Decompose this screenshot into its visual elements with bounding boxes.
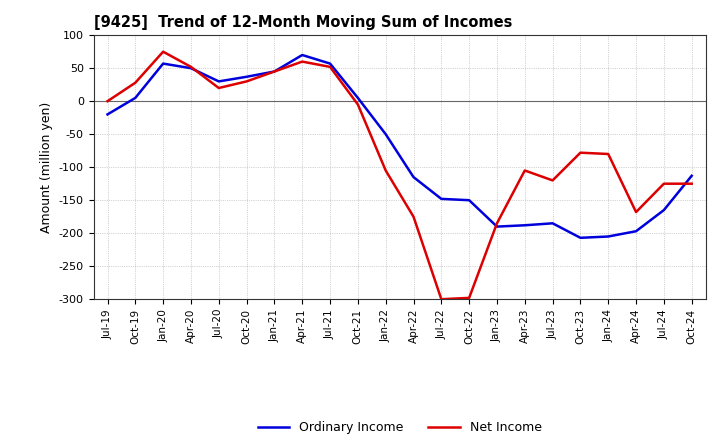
Net Income	[270, 69, 279, 74]
Legend: Ordinary Income, Net Income: Ordinary Income, Net Income	[253, 416, 546, 439]
Net Income	[242, 79, 251, 84]
Ordinary Income	[688, 173, 696, 179]
Net Income	[688, 181, 696, 186]
Net Income	[215, 85, 223, 91]
Net Income	[103, 99, 112, 104]
Ordinary Income	[660, 207, 668, 213]
Ordinary Income	[159, 61, 168, 66]
Net Income	[492, 221, 501, 226]
Net Income	[521, 168, 529, 173]
Net Income	[604, 151, 613, 157]
Ordinary Income	[492, 224, 501, 229]
Net Income	[631, 209, 640, 215]
Net Income	[186, 64, 195, 70]
Net Income	[465, 295, 474, 301]
Net Income	[382, 168, 390, 173]
Ordinary Income	[382, 132, 390, 137]
Ordinary Income	[325, 61, 334, 66]
Y-axis label: Amount (million yen): Amount (million yen)	[40, 102, 53, 233]
Net Income	[159, 49, 168, 54]
Line: Ordinary Income: Ordinary Income	[107, 55, 692, 238]
Ordinary Income	[215, 79, 223, 84]
Net Income	[325, 64, 334, 70]
Ordinary Income	[103, 112, 112, 117]
Net Income	[131, 80, 140, 85]
Ordinary Income	[270, 69, 279, 74]
Ordinary Income	[521, 223, 529, 228]
Net Income	[409, 214, 418, 220]
Ordinary Income	[242, 74, 251, 79]
Ordinary Income	[576, 235, 585, 240]
Net Income	[576, 150, 585, 155]
Ordinary Income	[465, 198, 474, 203]
Net Income	[354, 102, 362, 107]
Text: [9425]  Trend of 12-Month Moving Sum of Incomes: [9425] Trend of 12-Month Moving Sum of I…	[94, 15, 512, 30]
Ordinary Income	[437, 196, 446, 202]
Ordinary Income	[298, 52, 307, 58]
Net Income	[298, 59, 307, 64]
Ordinary Income	[186, 66, 195, 71]
Net Income	[437, 297, 446, 302]
Ordinary Income	[131, 95, 140, 100]
Line: Net Income: Net Income	[107, 51, 692, 299]
Net Income	[660, 181, 668, 186]
Ordinary Income	[631, 229, 640, 234]
Ordinary Income	[549, 221, 557, 226]
Ordinary Income	[604, 234, 613, 239]
Net Income	[549, 178, 557, 183]
Ordinary Income	[354, 95, 362, 100]
Ordinary Income	[409, 174, 418, 180]
